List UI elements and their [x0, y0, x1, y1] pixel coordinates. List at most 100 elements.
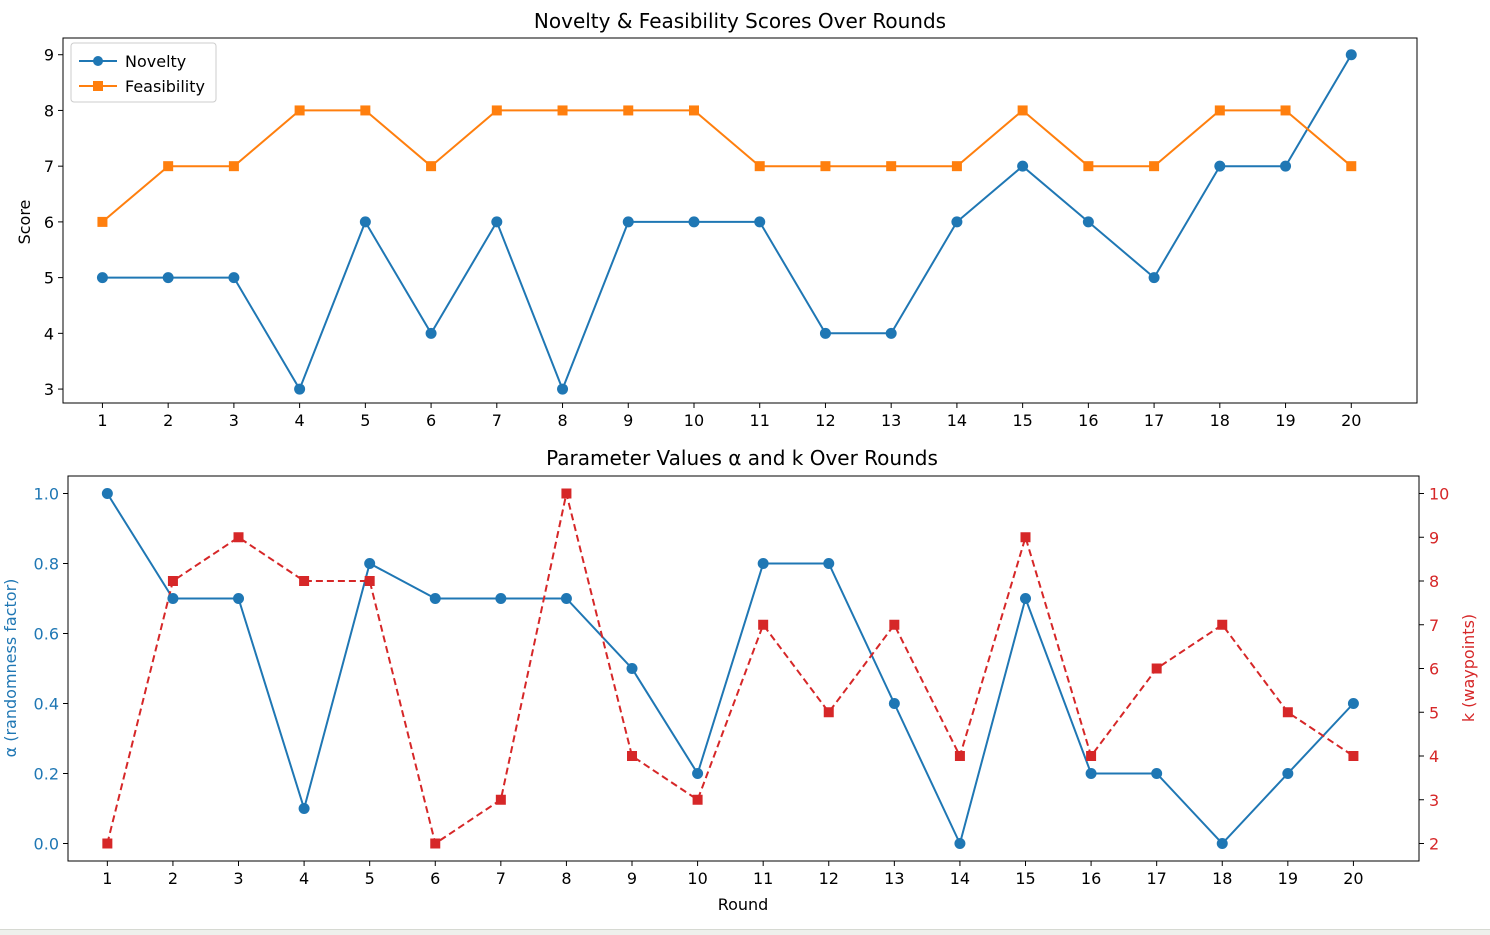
x-tick-label: 6	[430, 869, 440, 888]
data-point	[1217, 619, 1228, 630]
y-axis-label-left: α (randomness factor)	[1, 579, 20, 758]
x-tick-label: 5	[360, 411, 370, 430]
data-point	[557, 383, 569, 395]
series-line-1	[101, 109, 1352, 223]
x-tick-label: 5	[365, 869, 375, 888]
x-tick-label: 15	[1012, 411, 1032, 430]
x-tick-label: 1	[97, 411, 107, 430]
data-point	[294, 105, 305, 116]
data-point	[622, 216, 634, 228]
data-point	[1214, 105, 1225, 116]
axes-frame	[63, 475, 1424, 866]
x-tick-label: 6	[426, 411, 436, 430]
x-tick-label: 1	[102, 869, 112, 888]
x-tick-label: 10	[687, 869, 707, 888]
data-point	[1083, 161, 1094, 172]
data-point	[233, 532, 244, 543]
series-lines	[101, 54, 1353, 392]
data-point	[233, 593, 245, 604]
series-lines	[106, 492, 1355, 847]
data-point	[359, 216, 371, 228]
x-tick-label: 19	[1278, 869, 1298, 888]
x-tick-label: 2	[163, 411, 173, 430]
y2-tick-label: 6	[1429, 660, 1439, 679]
data-point	[1082, 216, 1094, 228]
data-point	[360, 105, 371, 116]
x-tick-label: 15	[1015, 869, 1035, 888]
x-tick-label: 18	[1210, 411, 1230, 430]
y2-tick-label: 5	[1429, 703, 1439, 722]
y2-tick-label: 8	[1429, 572, 1439, 591]
data-point	[1214, 160, 1226, 172]
x-tick-label: 16	[1081, 869, 1101, 888]
x-tick-label: 8	[561, 869, 571, 888]
x-tick-label: 17	[1144, 411, 1164, 430]
legend-marker-feasibility	[93, 81, 103, 91]
y-tick-label: 4	[44, 324, 54, 343]
data-point	[1280, 160, 1292, 172]
y-axis-label-right: k (waypoints)	[1459, 614, 1478, 722]
data-point	[1085, 768, 1097, 779]
data-point	[167, 593, 179, 604]
top-chart: Novelty & Feasibility Scores Over Rounds…	[15, 9, 1418, 430]
x-tick-label: 13	[881, 411, 901, 430]
data-point	[623, 105, 634, 116]
x-tick-label: 17	[1146, 869, 1166, 888]
y-tick-label: 5	[44, 269, 54, 288]
data-point	[954, 751, 965, 761]
data-point	[430, 838, 441, 849]
data-point	[1151, 768, 1163, 779]
data-point	[754, 161, 765, 172]
x-tick-label: 4	[299, 869, 309, 888]
x-tick-label: 4	[295, 411, 305, 430]
data-point	[1149, 161, 1160, 172]
data-point	[299, 576, 310, 586]
y-tick-label: 9	[44, 46, 54, 65]
data-point	[627, 751, 638, 761]
tick-labels: 1 2 3 4 5 6 7 8 9 10 11 12 13 14 15 16 17 18 19 200.00.20.4…	[34, 485, 1450, 889]
data-point	[167, 576, 178, 586]
data-point	[228, 272, 240, 284]
bottom-chart: Parameter Values α and k Over Rounds α (…	[1, 446, 1478, 914]
data-point	[491, 216, 503, 228]
data-point	[162, 272, 174, 284]
data-point	[754, 216, 766, 228]
data-point	[495, 593, 507, 604]
chart-title: Parameter Values α and k Over Rounds	[546, 446, 938, 470]
data-point	[364, 576, 375, 586]
x-tick-label: 2	[168, 869, 178, 888]
x-tick-label: 20	[1343, 869, 1363, 888]
data-point	[1345, 49, 1357, 61]
data-point	[951, 216, 963, 228]
y-tick-label: 0.0	[34, 835, 59, 854]
y-tick-label: 3	[44, 380, 54, 399]
x-tick-label: 14	[950, 869, 970, 888]
data-point	[886, 161, 897, 172]
series-markers	[101, 488, 1359, 849]
series-line-1	[106, 493, 1354, 846]
data-point	[951, 161, 962, 172]
x-tick-label: 8	[557, 411, 567, 430]
data-point	[1282, 707, 1293, 718]
series-line-0	[102, 54, 1353, 392]
data-point	[692, 794, 703, 805]
data-point	[1346, 161, 1357, 172]
data-point	[228, 161, 239, 172]
data-point	[429, 593, 441, 604]
x-tick-label: 9	[627, 869, 637, 888]
y2-tick-label: 2	[1429, 835, 1439, 854]
x-tick-label: 19	[1275, 411, 1295, 430]
data-point	[819, 327, 831, 339]
y-tick-label: 0.4	[34, 695, 59, 714]
data-point	[491, 105, 502, 116]
data-point	[101, 488, 113, 499]
data-point	[102, 838, 113, 849]
y2-tick-label: 3	[1429, 791, 1439, 810]
data-point	[163, 161, 174, 172]
y2-tick-label: 4	[1429, 747, 1439, 766]
data-point	[688, 105, 699, 116]
x-tick-label: 14	[947, 411, 967, 430]
axes-frame	[58, 37, 1418, 408]
data-point	[889, 619, 900, 630]
